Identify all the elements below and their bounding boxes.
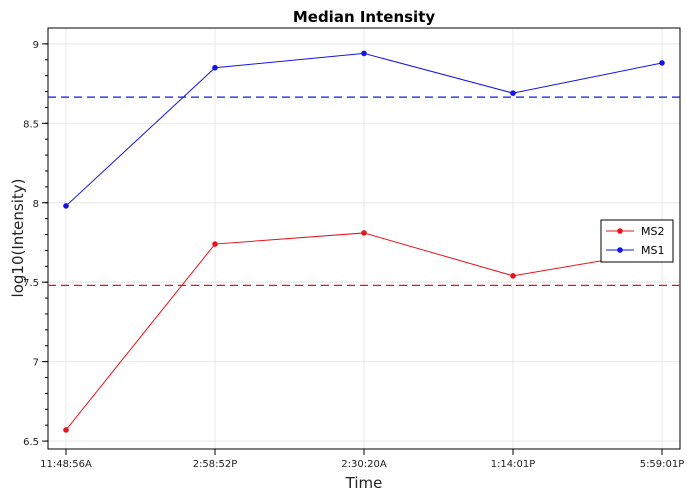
data-point-ms2 bbox=[212, 241, 218, 247]
data-point-ms1 bbox=[510, 90, 516, 96]
data-point-ms1 bbox=[212, 64, 218, 71]
y-tick-label: 6.5 bbox=[23, 437, 39, 448]
x-tick-label: 5:59:01P bbox=[640, 459, 685, 470]
x-tick-label: 2:30:20A bbox=[341, 459, 387, 470]
y-tick-label: 8 bbox=[33, 199, 39, 210]
data-point-ms2 bbox=[63, 427, 69, 433]
median-lines bbox=[48, 96, 680, 286]
x-tick-label: 2:58:52P bbox=[193, 459, 238, 470]
series-lines bbox=[63, 50, 665, 433]
data-point-ms1 bbox=[361, 50, 367, 57]
data-point-ms2 bbox=[361, 230, 367, 236]
x-tick-label: 1:14:01P bbox=[491, 459, 536, 470]
x-axis: 11:48:56A 2:58:52P 2:30:20A 1:14:01P 5:59:01… bbox=[40, 449, 684, 470]
y-tick-label: 8.5 bbox=[23, 119, 39, 130]
chart-title: Median Intensity bbox=[293, 8, 436, 26]
y-axis-label: log10(Intensity) bbox=[9, 179, 27, 298]
x-tick-label: 11:48:56A bbox=[40, 459, 92, 470]
x-axis-label: Time bbox=[345, 474, 383, 492]
grid bbox=[48, 28, 680, 449]
legend-swatch-marker-ms2 bbox=[617, 228, 623, 234]
legend-label-ms1[interactable]: MS1 bbox=[641, 244, 664, 257]
data-point-ms2 bbox=[510, 273, 516, 279]
y-axis: 6.5 7 7.5 8 8.5 9 bbox=[23, 40, 48, 448]
y-tick-label: 7.5 bbox=[23, 278, 39, 289]
legend-label-ms2[interactable]: MS2 bbox=[641, 225, 664, 238]
y-tick-label: 9 bbox=[33, 40, 39, 51]
legend-box bbox=[600, 219, 674, 263]
data-point-ms1 bbox=[659, 60, 665, 66]
data-point-ms1 bbox=[63, 203, 69, 209]
legend-swatch-marker-ms1 bbox=[617, 247, 623, 253]
y-tick-label: 7 bbox=[33, 358, 39, 369]
